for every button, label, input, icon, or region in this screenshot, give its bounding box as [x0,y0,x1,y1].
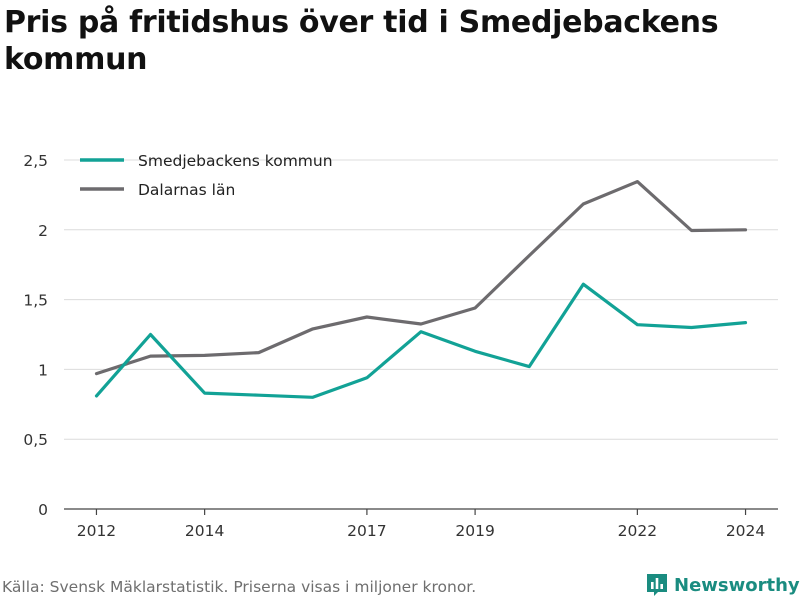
x-tick-label: 2012 [77,522,116,540]
y-tick-label: 1,5 [23,292,48,310]
y-tick-label: 0,5 [23,431,48,449]
x-axis: 2012 2014 2017 2019 2022 2024 [77,509,765,540]
x-tick-label: 2024 [726,522,765,540]
x-tick-label: 2019 [455,522,494,540]
bar-chart-icon [647,574,667,596]
chart-title: Pris på fritidshus över tid i Smedjeback… [4,5,719,77]
y-tick-label: 2 [38,222,48,240]
legend: Smedjebackens kommun Dalarnas län [80,152,333,199]
series-line-smedjebackens-kommun [94,282,748,399]
gridlines [64,159,778,510]
x-tick-label: 2014 [185,522,224,540]
y-tick-label: 0 [38,501,48,519]
legend-label: Smedjebackens kommun [138,152,333,170]
series-lines [94,180,748,399]
series-line-dalarnas-län [94,180,748,376]
legend-label: Dalarnas län [138,181,235,199]
brand-name: Newsworthy [674,574,800,596]
x-tick-label: 2017 [347,522,386,540]
y-axis: 0 0,5 1 1,5 2 2,5 [23,152,48,519]
source-note: Källa: Svensk Mäklarstatistik. Priserna … [2,578,477,596]
x-tick-label: 2022 [618,522,657,540]
y-tick-label: 1 [38,361,48,379]
y-tick-label: 2,5 [23,152,48,170]
brand-logo: Newsworthy [646,570,800,600]
